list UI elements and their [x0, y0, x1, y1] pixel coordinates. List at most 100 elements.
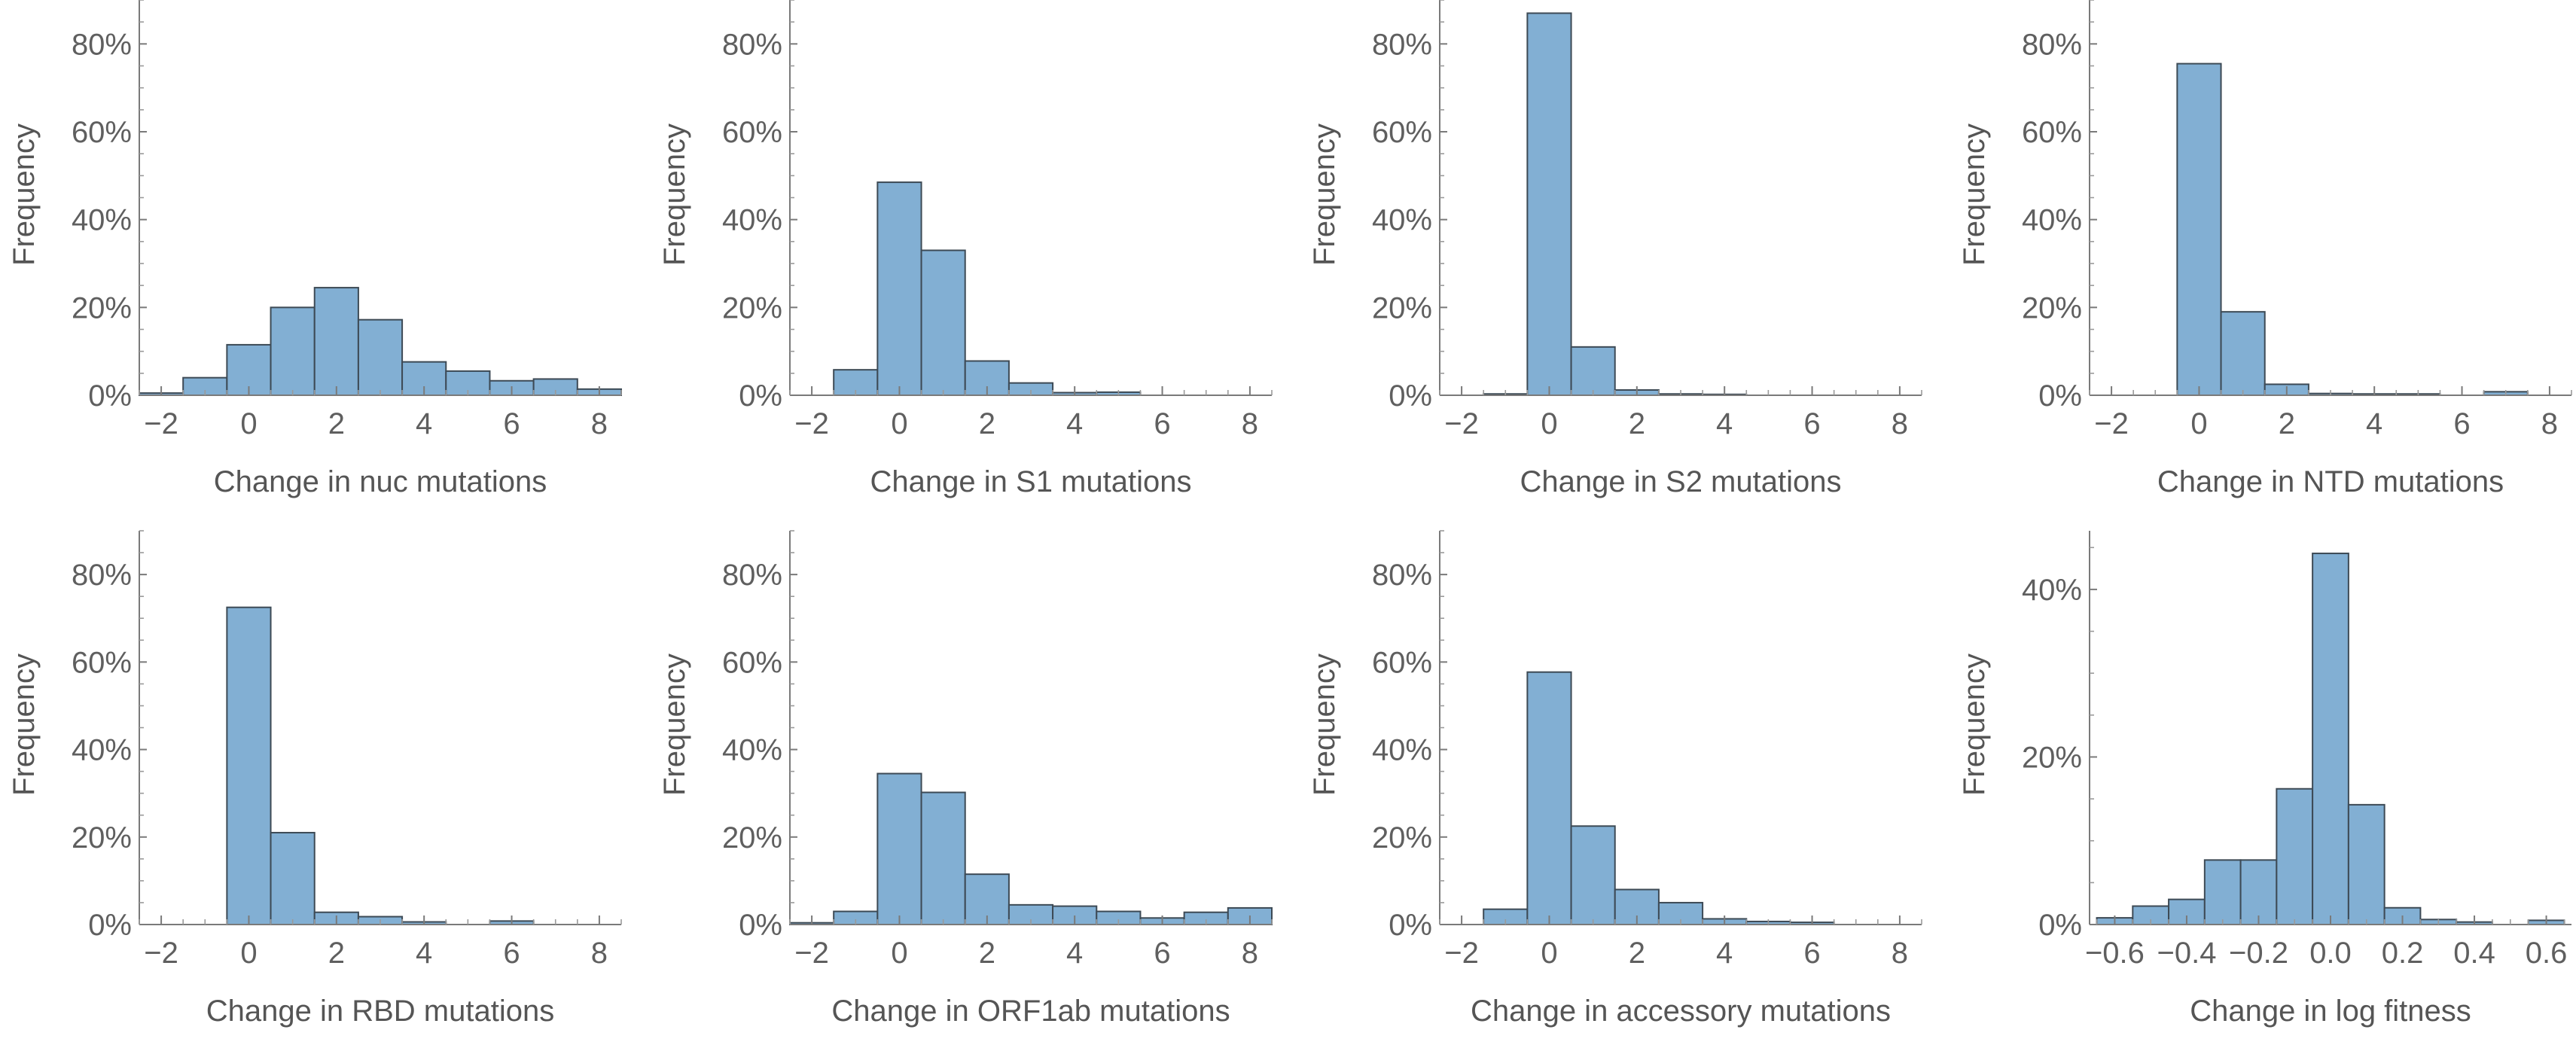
histogram-bar: [1526, 671, 1572, 926]
histogram-panel-6: 0% 20% 40% 60% 80% −2 0 2 4 6 8 Change in ORF1ab mu…: [658, 530, 1273, 1028]
histogram-panel-2: 0% 20% 40% 60% 80% −2 0 2 4 6 8 Change in S1 mutati…: [658, 0, 1273, 498]
histogram-bar: [2312, 553, 2349, 925]
x-tick-label: −0.2: [2229, 937, 2288, 970]
x-tick-label: 2: [979, 937, 995, 970]
y-tick-label: 20%: [1372, 821, 1432, 855]
x-tick-label: 4: [416, 407, 432, 440]
y-axis-title: Frequency: [1308, 653, 1341, 796]
y-axis-title: Frequency: [658, 123, 691, 266]
x-tick-label: 0.0: [2309, 937, 2352, 970]
x-tick-label: 6: [1803, 407, 1820, 440]
y-tick-label: 80%: [1372, 559, 1432, 592]
x-tick-label: 8: [1242, 937, 1258, 970]
x-tick-label: 6: [1154, 937, 1170, 970]
histogram-bar: [920, 249, 966, 396]
y-tick-label: 80%: [722, 28, 782, 61]
x-axis-title: Change in log fitness: [2190, 995, 2471, 1028]
y-tick-label: 80%: [1372, 28, 1432, 61]
y-tick-label: 20%: [72, 291, 132, 324]
x-tick-label: 2: [1629, 407, 1645, 440]
y-tick-label: 0%: [88, 379, 132, 413]
histogram-bar: [1657, 901, 1704, 926]
x-tick-label: 4: [2366, 407, 2382, 440]
x-tick-label: 4: [1066, 937, 1083, 970]
histogram-panel-1: 0% 20% 40% 60% 80% −2 0 2 4 6 8 Change in nuc mutat…: [8, 0, 622, 498]
x-tick-label: −0.6: [2085, 937, 2145, 970]
x-tick-label: 2: [328, 407, 345, 440]
x-tick-label: 8: [591, 407, 608, 440]
y-tick-label: 0%: [739, 909, 782, 942]
histogram-bar: [313, 287, 359, 397]
x-tick-label: 0.2: [2382, 937, 2424, 970]
y-tick-label: 80%: [2022, 28, 2082, 61]
x-tick-label: 2: [979, 407, 995, 440]
y-tick-label: 40%: [722, 204, 782, 237]
y-tick-label: 60%: [1372, 646, 1432, 679]
x-tick-label: −2: [1444, 407, 1479, 440]
x-tick-label: 0: [240, 407, 257, 440]
y-tick-label: 80%: [72, 559, 132, 592]
histogram-bar: [2176, 62, 2222, 396]
x-tick-label: 2: [1629, 937, 1645, 970]
y-tick-label: 60%: [722, 646, 782, 679]
x-axis-title: Change in NTD mutations: [2157, 465, 2504, 498]
y-tick-label: 20%: [1372, 291, 1432, 324]
x-axis-title: Change in ORF1ab mutations: [831, 995, 1230, 1028]
x-tick-label: 0: [1541, 407, 1557, 440]
y-tick-label: 80%: [72, 28, 132, 61]
x-tick-label: 6: [1154, 407, 1170, 440]
x-tick-label: −2: [1444, 937, 1479, 970]
x-tick-label: 2: [2279, 407, 2295, 440]
y-tick-label: 20%: [722, 821, 782, 855]
x-tick-label: 6: [1803, 937, 1820, 970]
x-tick-label: 4: [1716, 937, 1733, 970]
x-tick-label: 4: [1066, 407, 1083, 440]
y-axis-title: Frequency: [1958, 123, 1991, 266]
x-tick-label: 6: [503, 937, 520, 970]
x-tick-label: 4: [416, 937, 432, 970]
x-tick-label: 4: [1716, 407, 1733, 440]
histogram-bar: [2276, 788, 2314, 926]
x-tick-label: −2: [794, 937, 829, 970]
histogram-bar: [270, 831, 316, 926]
y-tick-label: 40%: [1372, 734, 1432, 767]
x-axis-title: Change in S2 mutations: [1520, 465, 1842, 498]
x-tick-label: 2: [328, 937, 345, 970]
y-tick-label: 60%: [1372, 116, 1432, 149]
x-tick-label: −0.4: [2157, 937, 2216, 970]
x-tick-label: −2: [794, 407, 829, 440]
y-tick-label: 40%: [72, 204, 132, 237]
x-tick-label: 0: [240, 937, 257, 970]
histogram-bar: [2203, 859, 2242, 925]
histogram-bar: [876, 772, 922, 926]
y-tick-label: 0%: [88, 909, 132, 942]
y-axis-title: Frequency: [8, 123, 41, 266]
y-axis-title: Frequency: [1308, 123, 1341, 266]
y-axis-title: Frequency: [1958, 653, 1991, 796]
x-tick-label: 0.4: [2453, 937, 2495, 970]
x-tick-label: −2: [2094, 407, 2129, 440]
x-tick-label: 0: [1541, 937, 1557, 970]
histogram-bar: [2220, 311, 2266, 396]
y-axis-title: Frequency: [658, 653, 691, 796]
histogram-bar: [1526, 12, 1572, 396]
histogram-bar: [920, 791, 966, 925]
y-tick-label: 0%: [2038, 379, 2082, 413]
x-tick-label: 8: [591, 937, 608, 970]
y-tick-label: 60%: [722, 116, 782, 149]
y-tick-label: 0%: [2038, 909, 2082, 942]
y-tick-label: 40%: [72, 734, 132, 767]
x-tick-label: 0: [891, 937, 907, 970]
y-tick-label: 40%: [2022, 574, 2082, 607]
y-tick-label: 60%: [72, 646, 132, 679]
histogram-bar: [876, 181, 922, 396]
x-tick-label: −2: [144, 937, 178, 970]
histogram-bar: [1614, 888, 1660, 925]
y-tick-label: 20%: [72, 821, 132, 855]
histogram-panel-5: 0% 20% 40% 60% 80% −2 0 2 4 6 8 Change in RBD mutat…: [8, 530, 622, 1028]
histogram-panel-8: 0% 20% 40% −0.6 −0.4 −0.2 0.0 0.2 0.4 0.6 Change i…: [1958, 531, 2571, 1028]
histogram-bar: [1570, 825, 1616, 925]
y-tick-label: 20%: [722, 291, 782, 324]
